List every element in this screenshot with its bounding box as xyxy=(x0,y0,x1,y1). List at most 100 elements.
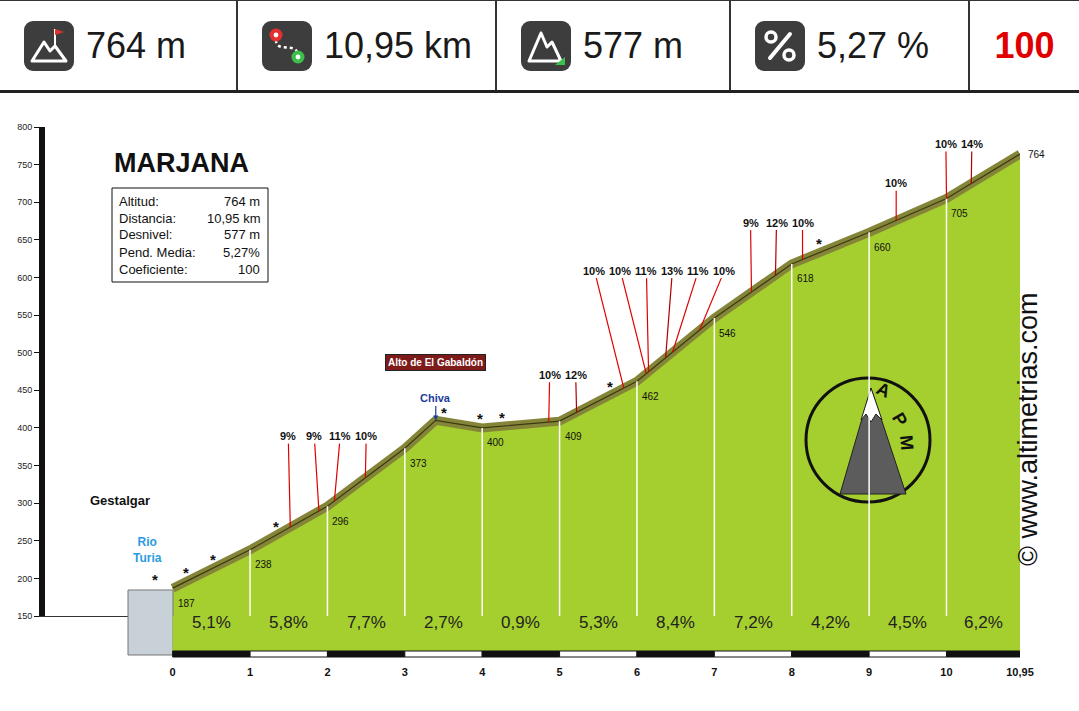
svg-text:238: 238 xyxy=(255,559,272,570)
svg-text:*: * xyxy=(183,564,189,581)
svg-text:2,7%: 2,7% xyxy=(424,613,463,632)
svg-text:Gestalgar: Gestalgar xyxy=(90,493,150,508)
svg-text:© www.altimetrias.com: © www.altimetrias.com xyxy=(1013,293,1043,566)
svg-text:546: 546 xyxy=(719,328,736,339)
html-text:5,27 %: 5,27 % xyxy=(817,24,930,66)
svg-text:10%: 10% xyxy=(609,265,631,277)
svg-text:462: 462 xyxy=(642,391,659,402)
svg-text:764 m: 764 m xyxy=(224,194,260,209)
svg-text:5,27%: 5,27% xyxy=(223,245,260,260)
svg-text:4,2%: 4,2% xyxy=(811,613,850,632)
svg-text:13%: 13% xyxy=(661,265,683,277)
svg-text:450: 450 xyxy=(17,385,32,395)
svg-text:650: 650 xyxy=(17,235,32,245)
svg-text:11%: 11% xyxy=(687,265,709,277)
svg-text:7: 7 xyxy=(711,666,717,678)
svg-text:9%: 9% xyxy=(306,430,322,442)
svg-text:*: * xyxy=(152,571,158,588)
svg-text:4: 4 xyxy=(479,666,486,678)
svg-text:10,95: 10,95 xyxy=(1006,666,1034,678)
svg-text:10%: 10% xyxy=(885,177,907,189)
svg-text:2: 2 xyxy=(324,666,330,678)
svg-text:*: * xyxy=(441,404,447,421)
svg-text:350: 350 xyxy=(17,461,32,471)
svg-text:6,2%: 6,2% xyxy=(964,613,1003,632)
svg-text:11%: 11% xyxy=(329,430,351,442)
svg-text:764: 764 xyxy=(1028,149,1045,160)
svg-text:10%: 10% xyxy=(792,217,814,229)
svg-text:M: M xyxy=(896,434,917,451)
svg-text:600: 600 xyxy=(17,273,32,283)
svg-text:9: 9 xyxy=(866,666,872,678)
svg-text:3: 3 xyxy=(402,666,408,678)
svg-text:200: 200 xyxy=(17,574,32,584)
svg-text:*: * xyxy=(607,378,613,395)
svg-text:*: * xyxy=(499,409,505,426)
svg-text:*: * xyxy=(210,551,216,568)
svg-text:577 m: 577 m xyxy=(224,227,260,242)
svg-text:400: 400 xyxy=(17,423,32,433)
svg-text:705: 705 xyxy=(951,208,968,219)
svg-text:10%: 10% xyxy=(935,138,957,150)
svg-text:409: 409 xyxy=(565,431,582,442)
html-text:764 m: 764 m xyxy=(86,24,187,66)
svg-text:550: 550 xyxy=(17,310,32,320)
svg-text:8: 8 xyxy=(789,666,795,678)
svg-text:10%: 10% xyxy=(583,265,605,277)
svg-text:A: A xyxy=(873,378,893,402)
svg-text:10%: 10% xyxy=(713,265,735,277)
html-text:100: 100 xyxy=(994,24,1055,66)
svg-text:0: 0 xyxy=(170,666,176,678)
svg-text:500: 500 xyxy=(17,348,32,358)
svg-text:7,2%: 7,2% xyxy=(734,613,773,632)
svg-text:800: 800 xyxy=(17,122,32,132)
svg-text:7,7%: 7,7% xyxy=(347,613,386,632)
svg-text:10: 10 xyxy=(940,666,952,678)
svg-text:12%: 12% xyxy=(766,217,788,229)
svg-text:MARJANA: MARJANA xyxy=(114,148,249,178)
svg-text:Altitud:: Altitud: xyxy=(119,194,159,209)
svg-text:5,8%: 5,8% xyxy=(269,613,308,632)
svg-text:660: 660 xyxy=(874,242,891,253)
html-text:577 m: 577 m xyxy=(583,24,684,66)
svg-text:373: 373 xyxy=(410,458,427,469)
svg-text:0,9%: 0,9% xyxy=(501,613,540,632)
svg-text:8,4%: 8,4% xyxy=(656,613,695,632)
svg-text:12%: 12% xyxy=(565,369,587,381)
svg-text:750: 750 xyxy=(17,160,32,170)
svg-text:Coeficiente:: Coeficiente: xyxy=(119,262,188,277)
svg-text:*: * xyxy=(273,518,279,535)
svg-text:10,95 km: 10,95 km xyxy=(207,211,260,226)
svg-text:1: 1 xyxy=(247,666,253,678)
svg-text:P: P xyxy=(888,409,911,429)
svg-text:6: 6 xyxy=(634,666,640,678)
svg-text:4,5%: 4,5% xyxy=(888,613,927,632)
svg-text:700: 700 xyxy=(17,197,32,207)
svg-text:RioTuria: RioTuria xyxy=(133,535,162,565)
svg-text:10%: 10% xyxy=(355,430,377,442)
svg-text:400: 400 xyxy=(487,437,504,448)
svg-text:Distancia:: Distancia: xyxy=(119,211,176,226)
svg-text:618: 618 xyxy=(797,273,814,284)
svg-text:5,3%: 5,3% xyxy=(579,613,618,632)
svg-text:100: 100 xyxy=(238,262,260,277)
svg-text:Pend. Media:: Pend. Media: xyxy=(119,245,196,260)
svg-text:Desnivel:: Desnivel: xyxy=(119,227,172,242)
svg-text:*: * xyxy=(816,235,822,252)
svg-text:9%: 9% xyxy=(743,217,759,229)
html-text:10,95 km: 10,95 km xyxy=(324,24,473,66)
svg-text:9%: 9% xyxy=(280,430,296,442)
svg-text:5,1%: 5,1% xyxy=(192,613,231,632)
svg-text:10%: 10% xyxy=(539,369,561,381)
svg-text:Alto de El Gabaldón: Alto de El Gabaldón xyxy=(388,357,483,368)
svg-text:Chiva: Chiva xyxy=(420,392,451,404)
svg-text:*: * xyxy=(477,410,483,427)
svg-text:14%: 14% xyxy=(961,138,983,150)
svg-text:250: 250 xyxy=(17,536,32,546)
svg-text:5: 5 xyxy=(557,666,563,678)
svg-text:300: 300 xyxy=(17,498,32,508)
svg-text:11%: 11% xyxy=(635,265,657,277)
svg-text:187: 187 xyxy=(178,598,195,609)
svg-text:150: 150 xyxy=(17,611,32,621)
svg-text:296: 296 xyxy=(332,516,349,527)
